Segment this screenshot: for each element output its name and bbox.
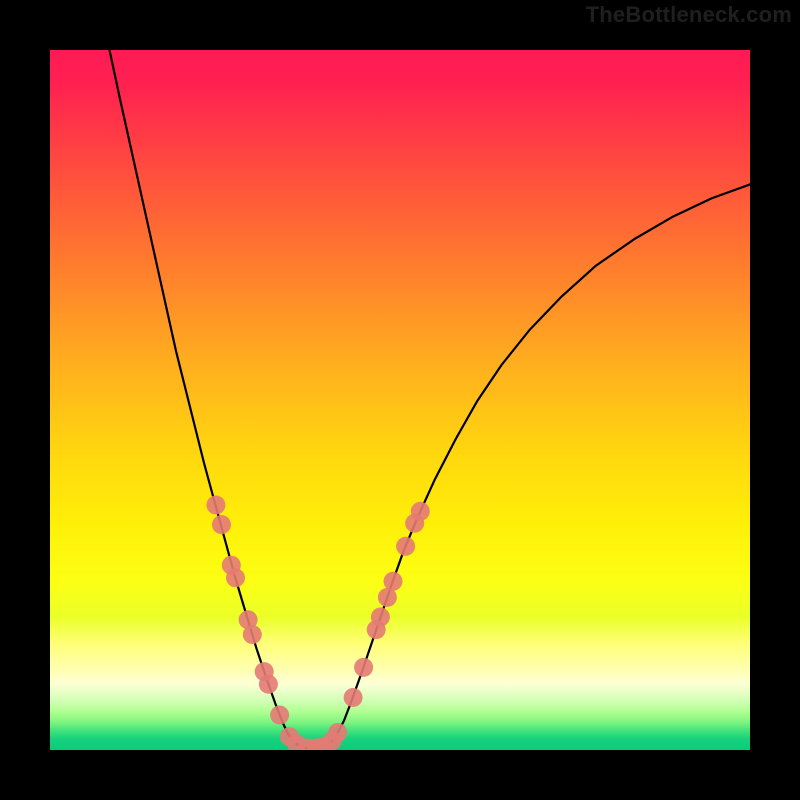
curve-marker — [206, 496, 225, 515]
chart-background — [50, 50, 750, 750]
curve-marker — [328, 723, 347, 742]
curve-marker — [344, 688, 363, 707]
curve-marker — [212, 515, 231, 534]
curve-marker — [354, 658, 373, 677]
curve-marker — [378, 588, 397, 607]
curve-marker — [259, 675, 278, 694]
curve-marker — [243, 625, 262, 644]
chart-wrapper: TheBottleneck.com — [0, 0, 800, 800]
curve-marker — [396, 537, 415, 556]
bottleneck-chart — [0, 0, 800, 800]
source-watermark: TheBottleneck.com — [586, 2, 792, 28]
curve-marker — [411, 502, 430, 521]
curve-marker — [270, 706, 289, 725]
curve-marker — [384, 572, 403, 591]
curve-marker — [371, 608, 390, 627]
curve-marker — [226, 568, 245, 587]
